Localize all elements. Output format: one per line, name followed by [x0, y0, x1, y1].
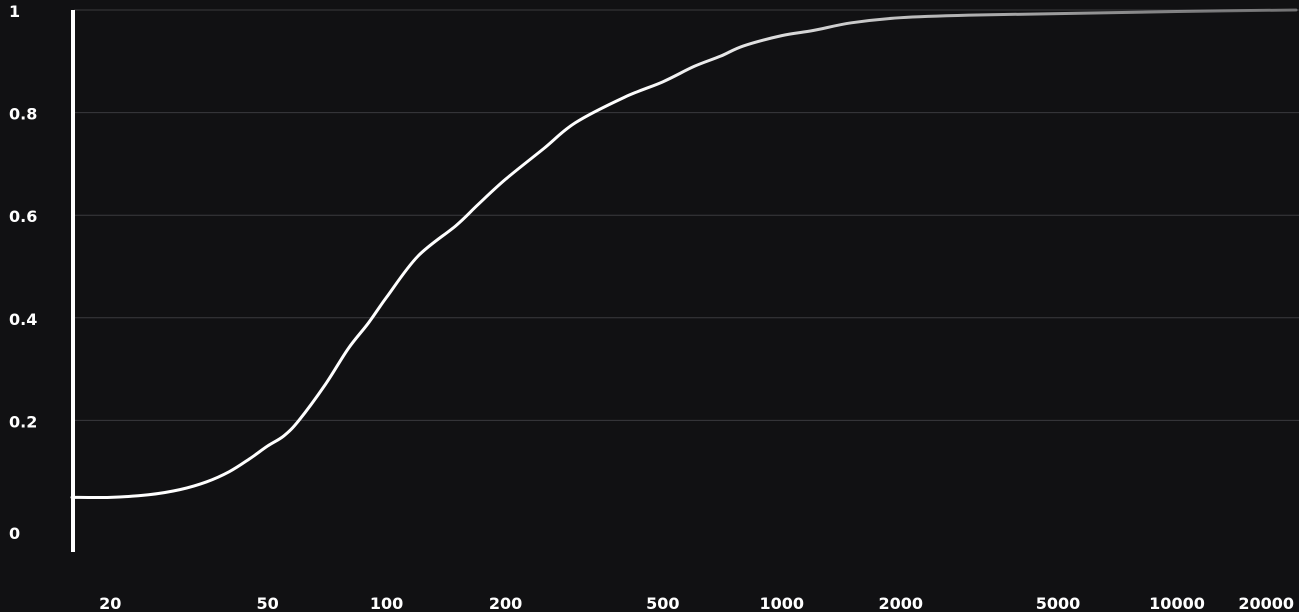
x-tick-label: 200 [489, 594, 522, 612]
grid-lines [74, 9, 1299, 421]
x-tick-label: 20000 [1238, 594, 1294, 612]
x-tick-label: 100 [370, 594, 403, 612]
y-tick-label: 0.4 [9, 310, 37, 329]
series-line [70, 8, 1298, 500]
x-tick-label: 5000 [1036, 594, 1081, 612]
series-layer [70, 8, 1298, 500]
x-tick-label: 50 [256, 594, 278, 612]
y-tick-label: 0.8 [9, 105, 37, 124]
y-tick-label: 0 [9, 524, 20, 543]
x-tick-label: 2000 [879, 594, 924, 612]
x-tick-labels: 20 50 100 200 500 1000 2000 5000 10000 20000 [99, 594, 1294, 612]
y-tick-label: 0.2 [9, 412, 37, 431]
x-tick-label: 20 [99, 594, 121, 612]
y-tick-labels: 0 0.2 0.4 0.6 0.8 1 [9, 2, 37, 543]
y-tick-label: 0.6 [9, 207, 37, 226]
x-tick-label: 10000 [1149, 594, 1205, 612]
x-tick-label: 1000 [760, 594, 805, 612]
x-tick-label: 500 [646, 594, 679, 612]
y-tick-label: 1 [9, 2, 20, 21]
axes [71, 10, 1299, 552]
